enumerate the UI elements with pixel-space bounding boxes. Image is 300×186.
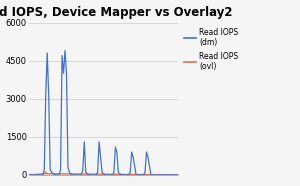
Legend: Read IOPS
(dm), Read IOPS
(ovl): Read IOPS (dm), Read IOPS (ovl) — [183, 26, 240, 73]
Title: Read IOPS, Device Mapper vs Overlay2: Read IOPS, Device Mapper vs Overlay2 — [0, 6, 233, 19]
